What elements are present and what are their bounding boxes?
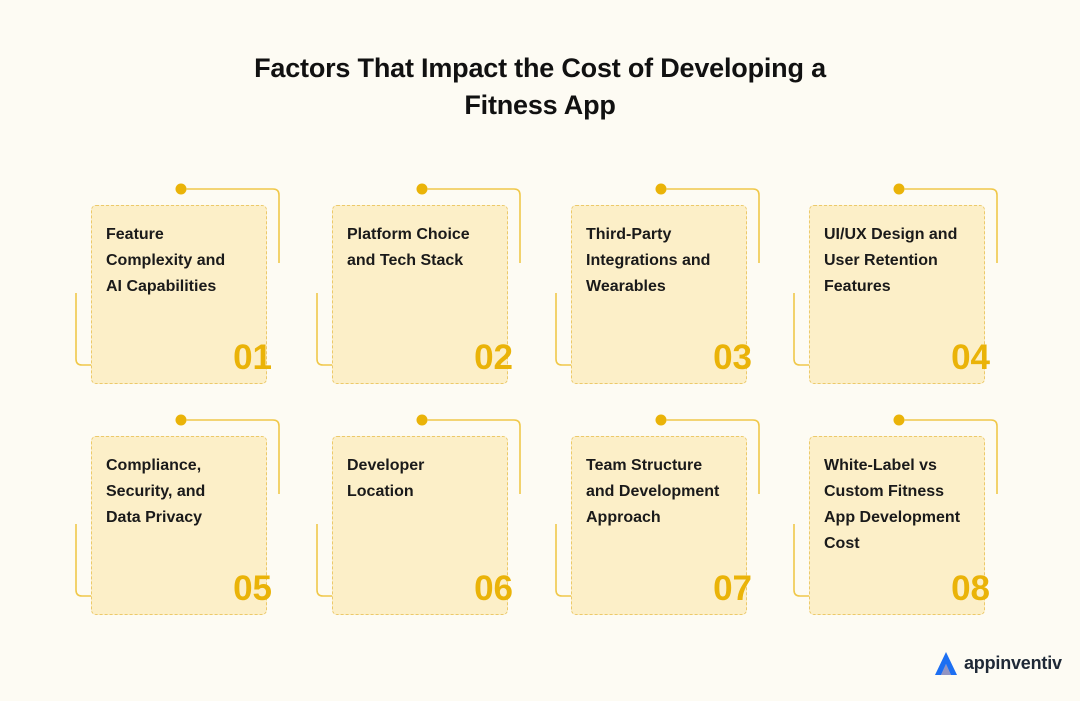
connector-dot-top xyxy=(655,183,667,195)
factor-card-label-line: Feature xyxy=(106,226,164,243)
factor-card-label: Platform Choice and Tech Stack xyxy=(347,222,507,274)
factor-card-label-line: Location xyxy=(347,483,414,500)
factor-card-label-line: Developer xyxy=(347,457,425,474)
factor-card-06: Developer Location 06 xyxy=(332,436,513,615)
factor-card-number: 01 xyxy=(233,338,272,377)
factor-card-label: Developer Location xyxy=(347,453,507,505)
factor-card-label-line: Custom Fitness xyxy=(824,483,945,500)
factor-card-label-line: Complexity and xyxy=(106,252,226,269)
factor-card-label-line: Third-Party xyxy=(586,226,672,243)
connector-dot-top xyxy=(893,414,905,426)
factor-card-label-line: Security, and xyxy=(106,483,206,500)
connector-dot-top xyxy=(893,183,905,195)
factor-card-label-line: AI Capabilities xyxy=(106,278,217,295)
page-title: Factors That Impact the Cost of Developi… xyxy=(0,50,1080,124)
factor-card-number: 02 xyxy=(474,338,513,377)
factor-card-label: Feature Complexity and AI Capabilities xyxy=(106,222,266,300)
factor-card-label-line: Compliance, xyxy=(106,457,202,474)
factor-card-label-line: White-Label vs xyxy=(824,457,937,474)
factor-card-label-line: Data Privacy xyxy=(106,509,203,526)
factor-card-label-line: Features xyxy=(824,278,891,295)
factor-card-label-line: Platform Choice xyxy=(347,226,470,243)
factor-card-label-line: and Development xyxy=(586,483,720,500)
factor-card-label-line: UI/UX Design and xyxy=(824,226,958,243)
factor-card-label-line: App Development xyxy=(824,509,961,526)
factor-card-label: UI/UX Design and User Retention Features xyxy=(824,222,984,300)
factor-card-label-line: Team Structure xyxy=(586,457,703,474)
factor-card-04: UI/UX Design and User Retention Features 04 xyxy=(809,205,990,384)
brand-logo: appinventiv xyxy=(932,648,1062,678)
factor-card-number: 07 xyxy=(713,569,752,608)
factor-card-02: Platform Choice and Tech Stack 02 xyxy=(332,205,513,384)
factor-card-05: Compliance, Security, and Data Privacy 05 xyxy=(91,436,272,615)
factor-card-label-line: Cost xyxy=(824,535,860,552)
factor-card-01: Feature Complexity and AI Capabilities 01 xyxy=(91,205,272,384)
factor-card-label: Team Structure and Development Approach xyxy=(586,453,746,531)
logo-text: appinventiv xyxy=(964,652,1062,673)
connector-dot-top xyxy=(175,414,187,426)
connector-dot-top xyxy=(416,183,428,195)
factor-card-label-line: Integrations and xyxy=(586,252,711,269)
appinventiv-logo-icon xyxy=(935,652,957,675)
factor-card-label-line: and Tech Stack xyxy=(347,252,464,269)
factor-card-label: Compliance, Security, and Data Privacy xyxy=(106,453,266,531)
factor-card-number: 06 xyxy=(474,569,513,608)
title-line-1: Factors That Impact the Cost of Developi… xyxy=(254,53,826,83)
factor-card-08: White-Label vs Custom Fitness App Developm… xyxy=(809,436,990,615)
connector-dot-top xyxy=(655,414,667,426)
factor-card-07: Team Structure and Development Approach 07 xyxy=(571,436,752,615)
factor-card-label-line: User Retention xyxy=(824,252,938,269)
factor-card-label-line: Approach xyxy=(586,509,661,526)
factor-card-number: 08 xyxy=(951,569,990,608)
title-line-2: Fitness App xyxy=(464,90,616,120)
connector-dot-top xyxy=(416,414,428,426)
factor-card-label: White-Label vs Custom Fitness App Developm… xyxy=(824,453,984,557)
connector-dot-top xyxy=(175,183,187,195)
factor-card-label: Third-Party Integrations and Wearables xyxy=(586,222,746,300)
factor-card-number: 04 xyxy=(951,338,990,377)
factor-card-label-line: Wearables xyxy=(586,278,666,295)
factor-card-number: 05 xyxy=(233,569,272,608)
factor-card-03: Third-Party Integrations and Wearables 03 xyxy=(571,205,752,384)
factor-card-number: 03 xyxy=(713,338,752,377)
